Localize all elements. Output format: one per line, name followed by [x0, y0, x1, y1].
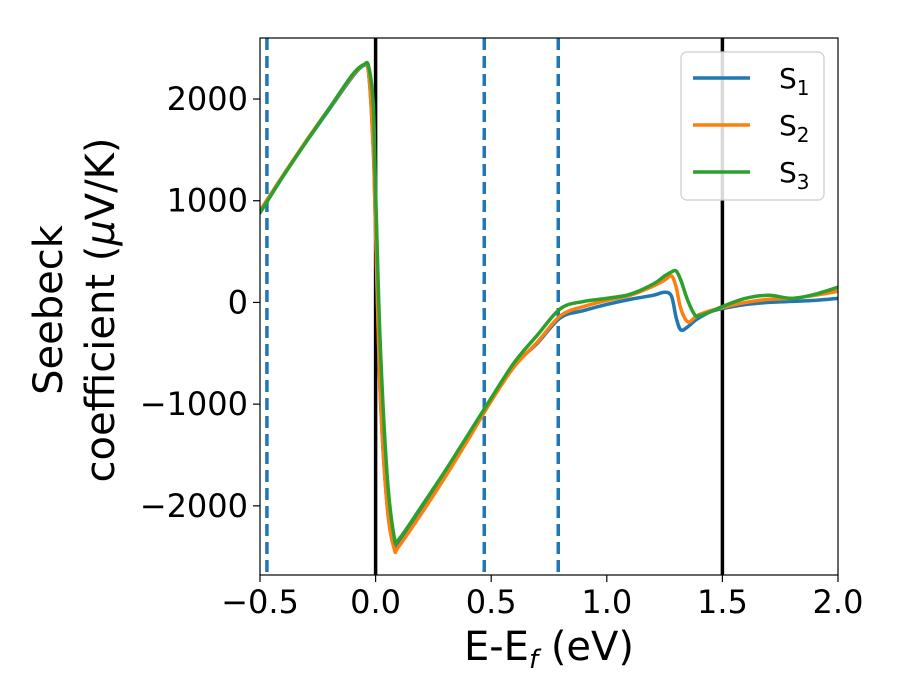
x-tick-label: 2.0	[813, 583, 864, 621]
legend-label-s1: S1	[779, 62, 810, 100]
x-axis-label-main: E-E	[464, 624, 529, 670]
series-lines	[260, 60, 838, 555]
x-tick-label: 0.5	[466, 583, 517, 621]
y-axis-label-coefficient: coefficient (	[78, 246, 124, 483]
y-tick-label: −2000	[140, 487, 248, 525]
y-axis-label-line2: coefficient (μV/K)	[78, 138, 124, 483]
x-axis-label: E-Ef (eV)	[464, 624, 634, 675]
x-axis: −0.5 0.0 0.5 1.0 1.5 2.0	[221, 575, 863, 621]
y-tick-label: 0	[228, 283, 248, 321]
x-tick-label: 0.0	[350, 583, 401, 621]
x-axis-label-unit: (eV)	[538, 624, 634, 670]
series-line-s3	[260, 60, 838, 546]
x-tick-label: 1.5	[697, 583, 748, 621]
legend-label-s2: S2	[779, 109, 810, 147]
y-axis-label-unit: V/K)	[78, 138, 124, 221]
plot-frame	[259, 37, 839, 576]
x-tick-label: 1.0	[581, 583, 632, 621]
legend: S1 S2 S3	[680, 51, 825, 201]
y-tick-label: 2000	[167, 80, 248, 118]
y-axis: −2000 −1000 0 1000 2000	[140, 80, 260, 525]
y-axis-label-mu: μ	[78, 220, 124, 246]
legend-box	[680, 51, 825, 201]
y-tick-label: −1000	[140, 385, 248, 423]
x-tick-label: −0.5	[221, 583, 299, 621]
reference-lines	[265, 38, 725, 575]
legend-label-s3: S3	[779, 156, 810, 194]
y-axis-label-line1: Seebeck	[26, 224, 72, 395]
y-tick-label: 1000	[167, 182, 248, 220]
